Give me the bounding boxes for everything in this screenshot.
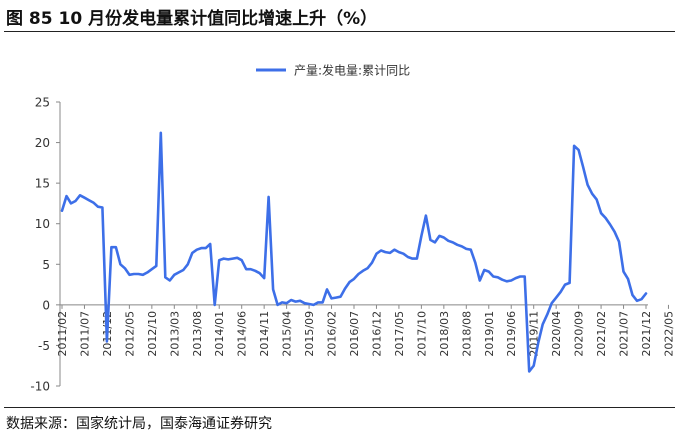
- x-tick-label: 2022/05: [662, 311, 675, 357]
- y-tick-label: 5: [42, 258, 50, 272]
- y-tick-label: -5: [38, 339, 50, 353]
- legend-label: 产量:发电量:累计同比: [294, 63, 410, 78]
- x-tick-label: 2021/07: [618, 311, 631, 357]
- legend: 产量:发电量:累计同比: [256, 63, 410, 78]
- x-tick-label: 2015/04: [281, 311, 294, 357]
- x-tick-label: 2017/10: [415, 311, 428, 357]
- source-note: 数据来源：国家统计局，国泰海通证券研究: [6, 416, 272, 432]
- x-tick-label: 2020/04: [550, 311, 563, 357]
- y-axis: -10 -5 0 5 10 15 20 25: [30, 96, 61, 394]
- x-tick-label: 2014/01: [213, 311, 226, 357]
- figure-title: 图 85 10 月份发电量累计值同比增速上升（%）: [6, 9, 378, 29]
- x-tick-label: 2021/12: [640, 311, 653, 357]
- x-tick-label: 2016/12: [370, 311, 383, 357]
- x-tick-label: 2020/09: [573, 311, 586, 357]
- x-tick-label: 2014/11: [258, 311, 271, 357]
- top-divider: [4, 31, 675, 32]
- x-tick-label: 2016/07: [348, 311, 361, 357]
- x-tick-label: 2016/02: [326, 311, 339, 357]
- x-tick-label: 2013/08: [191, 311, 204, 357]
- x-tick-label: 2015/09: [303, 311, 316, 357]
- x-tick-label: 2012/05: [123, 311, 136, 357]
- plot-area: [60, 131, 648, 373]
- series-line: [60, 131, 648, 373]
- x-tick-label: 2019/01: [483, 311, 496, 357]
- x-tick-label: 2013/03: [168, 311, 181, 357]
- y-tick-label: 10: [35, 217, 50, 231]
- y-tick-label: -10: [30, 380, 50, 394]
- x-tick-label: 2018/03: [438, 311, 451, 357]
- x-tick-label: 2018/08: [460, 311, 473, 357]
- x-tick-label: 2012/10: [146, 311, 159, 357]
- x-tick-label: 2021/02: [595, 311, 608, 357]
- y-tick-label: 15: [35, 177, 50, 191]
- x-tick-label: 2019/06: [505, 311, 518, 357]
- x-axis: 2011/02 2011/07 2011/12 2012/05 2012/10 2013/…: [56, 304, 675, 357]
- x-tick-label: 2011/02: [56, 311, 69, 357]
- x-tick-label: 2014/06: [236, 311, 249, 357]
- x-tick-label: 2017/05: [393, 311, 406, 357]
- x-tick-label: 2019/11: [528, 311, 541, 357]
- y-tick-label: 20: [35, 136, 50, 150]
- x-tick-label: 2011/07: [78, 311, 91, 357]
- bottom-divider: [4, 407, 675, 408]
- y-tick-label: 0: [42, 298, 50, 312]
- y-tick-label: 25: [35, 96, 50, 110]
